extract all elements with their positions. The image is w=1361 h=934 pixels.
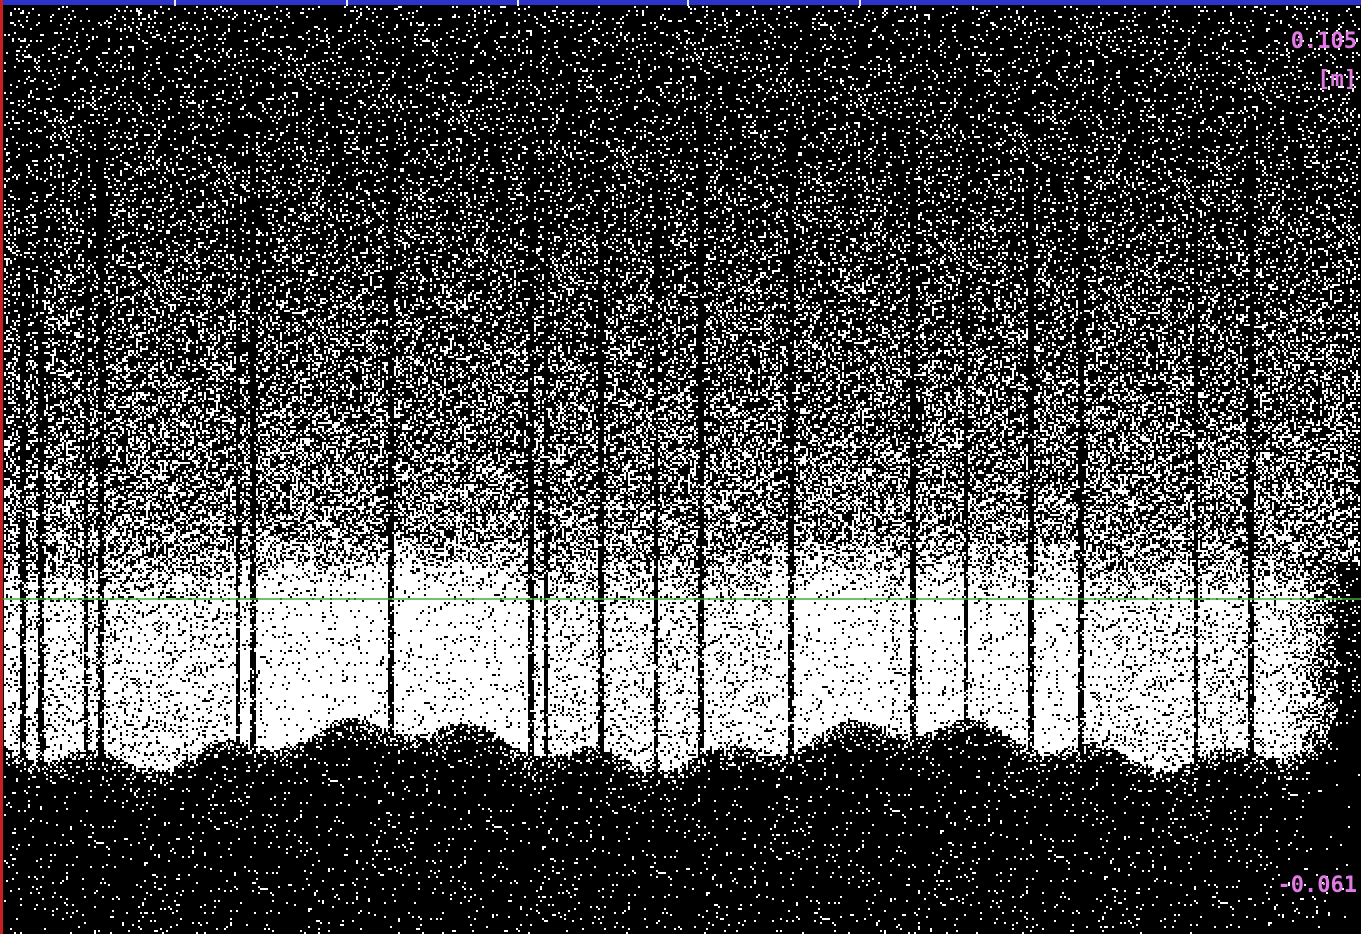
scale-top: 0.105 xyxy=(1291,30,1357,54)
point-cloud xyxy=(0,0,1361,934)
left-border xyxy=(0,0,3,934)
noise-points xyxy=(4,6,1360,934)
top-bar xyxy=(0,0,1361,5)
echogram-view: 0.105 [m] -0.061 xyxy=(0,0,1361,934)
scale-unit: [m] xyxy=(1317,68,1357,92)
scale-bottom: -0.061 xyxy=(1278,874,1357,898)
